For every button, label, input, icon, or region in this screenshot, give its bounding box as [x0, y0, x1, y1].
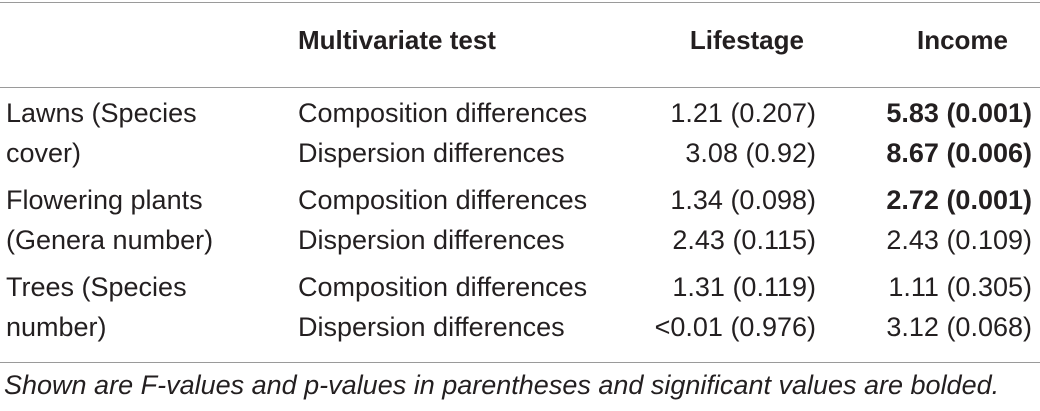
group-label-lawns-line2: cover)	[6, 138, 82, 168]
group-label-trees-line1: Trees (Species	[6, 272, 187, 302]
test-lawns-composition: Composition differences	[298, 98, 588, 128]
lifestage-lawns-dispersion: 3.08 (0.92)	[685, 138, 816, 168]
income-flowering-dispersion: 2.43 (0.109)	[886, 225, 1032, 255]
test-lawns-dispersion: Dispersion differences	[298, 138, 565, 168]
group-label-trees-line2: number)	[6, 312, 107, 342]
lifestage-lawns-composition: 1.21 (0.207)	[670, 98, 816, 128]
group-label-flowering-line1: Flowering plants	[6, 185, 203, 215]
lifestage-flowering-dispersion: 2.43 (0.115)	[672, 225, 816, 255]
test-flowering-composition: Composition differences	[298, 185, 588, 215]
group-label-flowering-line2: (Genera number)	[6, 225, 214, 255]
header-separator-rule	[0, 87, 1040, 88]
test-trees-composition: Composition differences	[298, 272, 588, 302]
lifestage-flowering-composition: 1.34 (0.098)	[670, 185, 816, 215]
group-label-lawns-line1: Lawns (Species	[6, 98, 197, 128]
income-flowering-composition: 2.72 (0.001)	[886, 185, 1032, 215]
income-lawns-dispersion: 8.67 (0.006)	[886, 138, 1032, 168]
header-income: Income	[916, 25, 1008, 55]
table-top-rule	[0, 2, 1040, 3]
header-lifestage: Lifestage	[689, 25, 804, 55]
income-lawns-composition: 5.83 (0.001)	[886, 98, 1032, 128]
lifestage-trees-composition: 1.31 (0.119)	[672, 272, 816, 302]
header-multivariate-test: Multivariate test	[298, 25, 496, 55]
test-trees-dispersion: Dispersion differences	[298, 312, 565, 342]
table-footnote: Shown are F-values and p-values in paren…	[4, 370, 1000, 400]
lifestage-trees-dispersion: <0.01 (0.976)	[654, 312, 816, 342]
income-trees-dispersion: 3.12 (0.068)	[886, 312, 1032, 342]
income-trees-composition: 1.11 (0.305)	[888, 272, 1032, 302]
test-flowering-dispersion: Dispersion differences	[298, 225, 565, 255]
table-bottom-rule	[0, 362, 1040, 363]
